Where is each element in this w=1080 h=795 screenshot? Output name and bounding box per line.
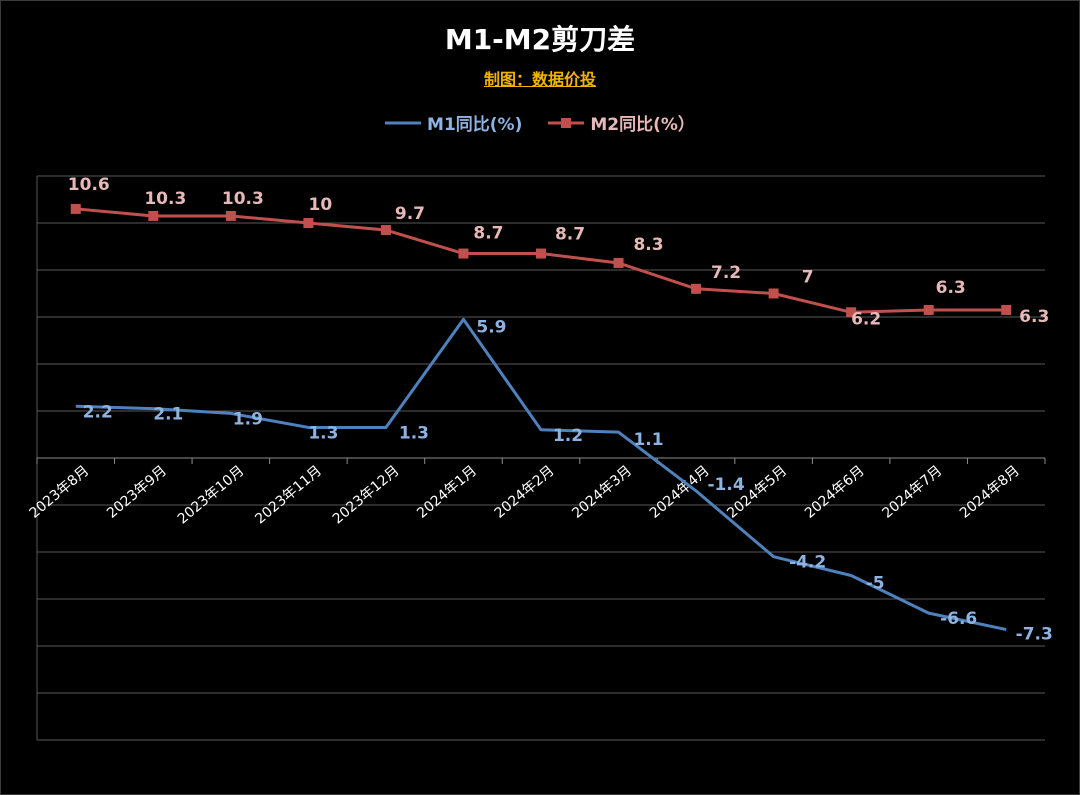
data-label-m2: 10 — [309, 195, 333, 215]
data-label-m1: -4.2 — [789, 553, 826, 573]
series-marker-m2 — [613, 257, 624, 268]
data-label-m1: 1.3 — [308, 423, 338, 443]
data-label-m1: -6.6 — [940, 609, 977, 629]
series-marker-m2 — [225, 210, 236, 221]
series-marker-m2 — [768, 288, 779, 299]
legend-label-m2: M2同比(%） — [590, 115, 695, 135]
data-label-m1: 1.3 — [399, 423, 429, 443]
x-tick-label: 2023年10月 — [175, 463, 248, 528]
legend-line-m2-icon — [548, 117, 585, 128]
series-marker-m2 — [536, 248, 546, 259]
x-tick-label: 2024年3月 — [569, 463, 635, 522]
x-tick-label: 2023年8月 — [26, 463, 92, 522]
series-marker-m2 — [458, 248, 469, 259]
data-label-m2: 6.3 — [1019, 307, 1049, 327]
series-marker-m2 — [846, 307, 857, 318]
data-label-m1: -7.3 — [1016, 625, 1053, 645]
series-marker-m2 — [923, 304, 934, 315]
x-tick-label: 2024年2月 — [492, 463, 558, 522]
legend-line-m1-icon — [385, 121, 422, 124]
data-label-m1: 1.2 — [553, 426, 583, 446]
data-label-m2: 7.2 — [711, 263, 741, 283]
data-label-m1: 1.1 — [633, 430, 663, 450]
x-tick-label: 2024年1月 — [414, 463, 480, 522]
data-label-m2: 9.7 — [395, 204, 425, 224]
x-tick-label: 2024年4月 — [647, 463, 713, 522]
data-label-m1: 2.2 — [83, 402, 113, 422]
chart-credit: 制图：数据价投 — [483, 70, 596, 89]
x-tick-label: 2024年6月 — [802, 463, 868, 522]
x-tick-label: 2023年11月 — [252, 463, 325, 528]
chart-title: M1-M2剪刀差 — [444, 23, 636, 56]
series-marker-m2 — [691, 283, 702, 294]
data-label-m1: -5 — [866, 574, 885, 594]
data-label-m1: 2.1 — [153, 405, 183, 425]
data-label-m1: -1.4 — [707, 475, 744, 495]
legend-item-m2: M2同比(%） — [548, 110, 695, 135]
x-tick-label: 2023年9月 — [104, 463, 170, 522]
x-tick-label: 2024年7月 — [879, 463, 945, 522]
series-marker-m2 — [303, 218, 314, 228]
data-label-m1: 5.9 — [476, 317, 506, 337]
series-marker-m2 — [1001, 304, 1012, 315]
data-label-m1: 1.9 — [233, 409, 263, 429]
series-marker-m2 — [380, 225, 391, 236]
data-label-m2: 7 — [802, 268, 814, 288]
data-label-m2: 10.3 — [222, 189, 264, 209]
series-marker-m2 — [70, 203, 81, 214]
x-tick-label: 2024年8月 — [957, 463, 1023, 522]
data-label-m2: 6.3 — [936, 278, 966, 298]
data-label-m2: 10.3 — [144, 189, 186, 209]
data-label-m2: 8.7 — [555, 225, 585, 245]
data-label-m2: 6.2 — [851, 309, 881, 329]
legend-label-m1: M1同比(%) — [427, 115, 523, 135]
legend-item-m1: M1同比(%) — [385, 110, 522, 135]
data-label-m2: 8.3 — [633, 235, 663, 255]
data-label-m2: 8.7 — [473, 224, 503, 244]
series-line-m1 — [75, 317, 1007, 632]
series-line-m2 — [75, 207, 1007, 314]
series-marker-m2 — [148, 210, 159, 221]
data-label-m2: 10.6 — [68, 175, 110, 195]
chart-legend: M1同比(%) M2同比(%） — [0, 110, 1080, 135]
x-tick-label: 2023年12月 — [330, 463, 403, 528]
